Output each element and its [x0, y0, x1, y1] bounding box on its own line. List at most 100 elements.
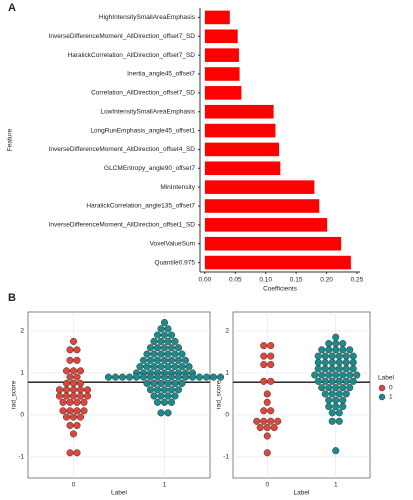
- dot: [335, 365, 343, 373]
- dot: [66, 346, 74, 354]
- dot: [339, 371, 347, 379]
- dot: [335, 390, 343, 398]
- y-tick-label: HaralickCorrelation_angle135_offset7: [86, 203, 195, 210]
- x-tick-label: 0.00: [199, 277, 212, 284]
- dot: [76, 386, 85, 394]
- dot: [153, 373, 162, 381]
- dot: [62, 392, 71, 400]
- legend-label: 1: [389, 394, 393, 401]
- dot: [136, 363, 144, 371]
- dot: [73, 398, 81, 406]
- dot: [69, 379, 78, 387]
- dot: [332, 346, 340, 354]
- y-tick-label: 2: [20, 328, 24, 335]
- y-tick-label: 0: [225, 412, 229, 419]
- bar: [204, 48, 239, 62]
- dot: [146, 356, 155, 364]
- dot: [174, 356, 183, 364]
- dot: [160, 386, 169, 394]
- dot: [342, 377, 350, 385]
- dot: [164, 350, 172, 358]
- dot: [318, 384, 326, 392]
- dot: [69, 386, 78, 394]
- dot: [111, 373, 120, 381]
- dot: [55, 392, 64, 400]
- dot: [263, 390, 271, 398]
- bar: [204, 67, 240, 81]
- y-tick-label: InverseDifferenceMoment_AllDirection_off…: [49, 33, 196, 40]
- dot: [328, 377, 336, 385]
- y-tick-label: MinIntensity: [160, 184, 195, 191]
- dot: [66, 449, 74, 457]
- dot: [167, 373, 176, 381]
- dot: [267, 342, 275, 350]
- x-tick-label: 1: [334, 482, 338, 489]
- dot: [353, 371, 361, 379]
- dot: [339, 403, 347, 411]
- dot: [321, 352, 329, 360]
- dot: [332, 396, 340, 404]
- dot: [267, 352, 275, 360]
- dot: [150, 350, 158, 358]
- dot: [157, 392, 165, 400]
- dot: [181, 356, 190, 364]
- x-tick-label: 0: [72, 482, 76, 489]
- dot: [143, 350, 151, 358]
- dot: [83, 392, 92, 400]
- dot: [80, 398, 88, 406]
- bar: [204, 123, 276, 138]
- dot: [332, 371, 340, 379]
- y-tick-label: 1: [20, 370, 24, 377]
- y-tick-label: -1: [18, 454, 24, 461]
- y-tick-label: InverseDifferenceMoment_AllDirection_off…: [49, 146, 196, 153]
- dot: [339, 339, 347, 348]
- dot: [153, 344, 162, 352]
- dot: [321, 377, 329, 385]
- bar: [204, 161, 281, 176]
- dot: [171, 363, 179, 371]
- x-tick-label: 0.10: [259, 277, 272, 284]
- dot: [321, 390, 329, 398]
- dot: [349, 365, 357, 373]
- dot: [274, 417, 282, 425]
- dot: [83, 386, 92, 394]
- dot: [335, 377, 343, 385]
- dot: [139, 356, 148, 364]
- dot: [342, 358, 350, 366]
- dot: [160, 331, 169, 339]
- dot: [146, 344, 155, 352]
- dot: [314, 358, 322, 366]
- dot: [349, 352, 357, 360]
- dot: [325, 371, 333, 379]
- dot: [66, 421, 74, 430]
- dot: [263, 398, 271, 406]
- y-tick-label: GLCMEntropy_angle90_offset7: [104, 165, 195, 172]
- dot: [104, 373, 113, 381]
- dot: [153, 331, 162, 339]
- dot: [69, 392, 78, 400]
- y-tick-label: HaralickCorrelation_AllDirection_offset7…: [68, 52, 196, 59]
- dot: [62, 367, 71, 375]
- dot: [66, 356, 74, 364]
- dot: [160, 344, 169, 352]
- dot: [171, 337, 179, 345]
- dot: [69, 367, 78, 375]
- dot: [325, 346, 333, 354]
- dot: [174, 386, 183, 394]
- dot: [146, 373, 155, 381]
- dot: [164, 325, 172, 333]
- dot: [73, 373, 81, 381]
- dot: [256, 424, 264, 432]
- dot: [157, 379, 165, 387]
- dot: [73, 346, 81, 354]
- bar: [204, 218, 328, 232]
- dot: [66, 373, 74, 381]
- dot: [339, 384, 347, 392]
- dot: [73, 421, 81, 430]
- dot: [314, 377, 322, 385]
- bar: [204, 255, 351, 270]
- dot: [346, 346, 354, 354]
- x-tick-label: 1: [163, 482, 167, 489]
- legend-title: Label: [378, 375, 394, 382]
